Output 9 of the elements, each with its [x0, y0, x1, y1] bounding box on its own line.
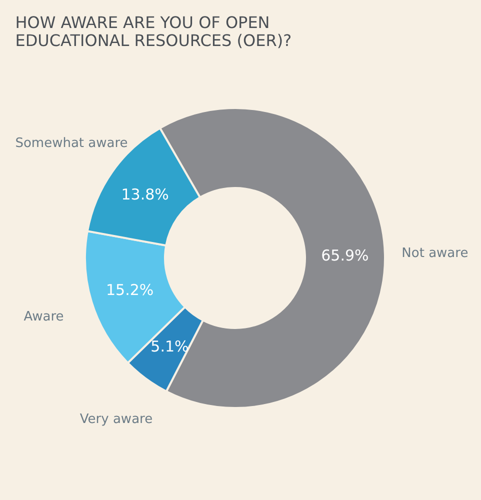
chart-title: HOW AWARE ARE YOU OF OPEN EDUCATIONAL RESOURCES (OER)?: [15, 13, 292, 50]
slice-label: Not aware: [402, 246, 468, 262]
data-label: 65.9%: [321, 246, 369, 264]
data-label: 5.1%: [150, 338, 189, 356]
data-label: 15.2%: [106, 281, 154, 300]
slice-label: Very aware: [80, 412, 153, 427]
slice-label: Aware: [24, 310, 64, 325]
slice-label: Somewhat aware: [15, 136, 128, 151]
data-label: 13.8%: [121, 186, 169, 204]
